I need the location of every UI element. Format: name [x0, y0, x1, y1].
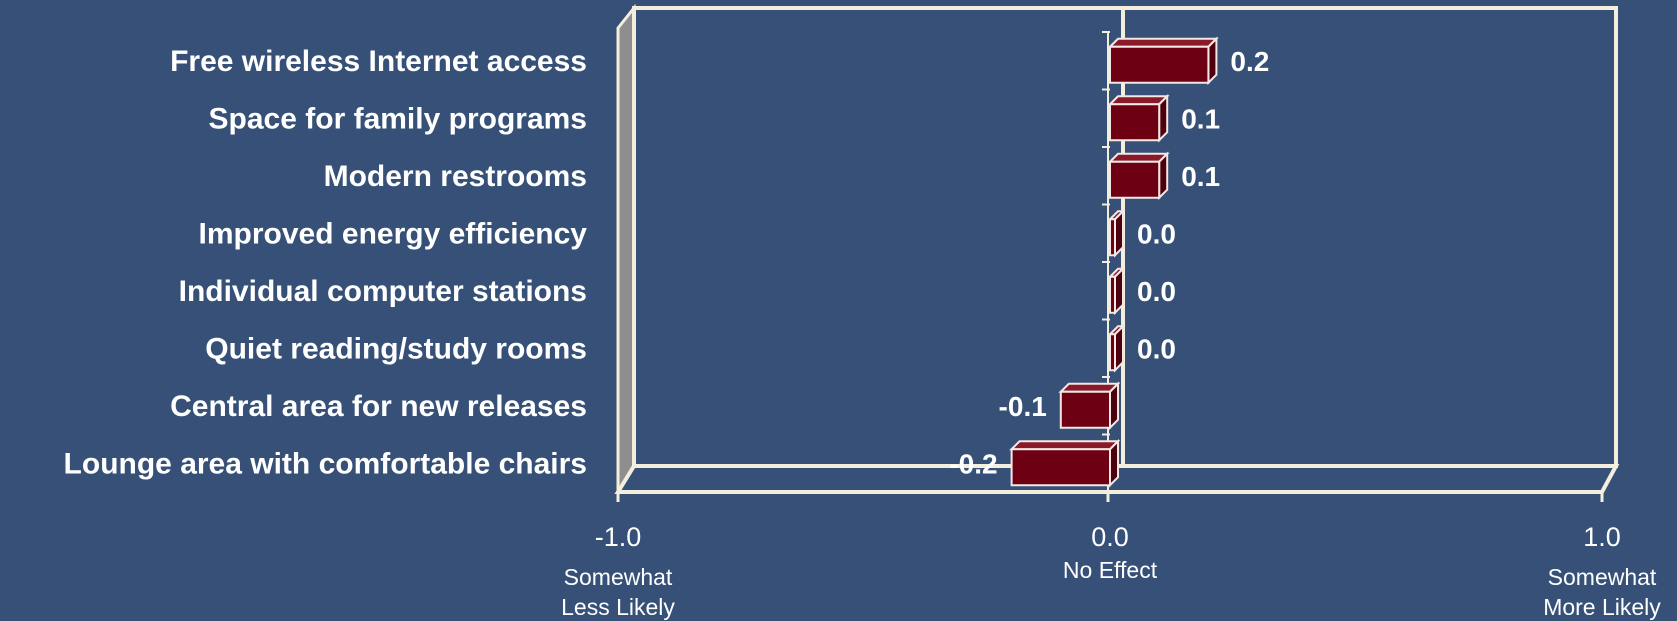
value-label-space-for-family-programs: 0.1 [1181, 103, 1220, 134]
bar-side-face [1114, 208, 1124, 258]
bar-lounge-area-with-comfortable-chairs [1009, 438, 1121, 488]
bar-modern-restrooms [1107, 151, 1170, 201]
value-labels: 0.20.10.10.00.00.0-0.1-0.2 [949, 46, 1269, 480]
value-label-central-area-for-new-releases: -0.1 [999, 391, 1047, 422]
category-label-free-wireless-internet-access: Free wireless Internet access [170, 45, 587, 78]
bar-front-face [1109, 45, 1210, 84]
x-tick-label-center: 0.0 [1091, 522, 1129, 552]
bar-side-face [1109, 438, 1119, 488]
bar-free-wireless-internet-access [1107, 36, 1219, 86]
value-label-modern-restrooms: 0.1 [1181, 161, 1220, 192]
bar-side-face [1114, 323, 1124, 373]
category-label-individual-computer-stations: Individual computer stations [179, 275, 587, 308]
bar-front-face [1109, 333, 1116, 372]
value-label-lounge-area-with-comfortable-chairs: -0.2 [949, 448, 997, 479]
value-label-improved-energy-efficiency: 0.0 [1137, 218, 1176, 249]
x-tick-label-right: 1.0 [1583, 522, 1621, 552]
value-label-quiet-reading-study-rooms: 0.0 [1137, 333, 1176, 364]
x-axis-labels: -1.0 Somewhat Less Likely 0.0 No Effect 1.0 So… [561, 522, 1661, 620]
bar-individual-computer-stations [1107, 266, 1126, 316]
bar-side-face [1158, 93, 1169, 143]
category-label-modern-restrooms: Modern restrooms [324, 160, 587, 193]
bar-front-face [1109, 160, 1161, 199]
bar-front-face [1109, 103, 1161, 142]
bar-side-face [1207, 36, 1218, 86]
x-tick-label-left: -1.0 [595, 522, 642, 552]
category-label-space-for-family-programs: Space for family programs [209, 102, 587, 135]
category-label-lounge-area-with-comfortable-chairs: Lounge area with comfortable chairs [64, 447, 587, 480]
value-label-individual-computer-stations: 0.0 [1137, 276, 1176, 307]
bar-front-face [1010, 448, 1111, 487]
bars [1009, 36, 1219, 488]
x-tick-description-right: Somewhat [1548, 564, 1657, 590]
left-wall [616, 3, 636, 498]
floor [614, 464, 1620, 494]
x-tick-description-right: More Likely [1543, 594, 1661, 620]
bar-top-face [1107, 37, 1219, 48]
x-tick-description-left: Somewhat [564, 564, 673, 590]
bar-top-face [1107, 152, 1170, 163]
category-labels: Free wireless Internet access Space for f… [64, 45, 588, 481]
x-tick-description-left: Less Likely [561, 594, 675, 620]
bar-side-face [1109, 381, 1119, 431]
bar-side-face [1114, 266, 1124, 316]
bar-improved-energy-efficiency [1107, 208, 1126, 258]
bar-central-area-for-new-releases [1058, 381, 1121, 431]
bar-quiet-reading-study-rooms [1107, 323, 1126, 373]
bar-front-face [1109, 218, 1116, 257]
bar-top-face [1009, 440, 1121, 451]
bar-top-face [1107, 95, 1170, 106]
value-label-free-wireless-internet-access: 0.2 [1230, 46, 1269, 77]
bar-top-face [1058, 382, 1121, 393]
category-label-quiet-reading-study-rooms: Quiet reading/study rooms [205, 332, 587, 365]
bar-front-face [1059, 390, 1112, 429]
bar-space-for-family-programs [1107, 93, 1170, 143]
x-tick-description-center: No Effect [1063, 557, 1158, 583]
category-label-central-area-for-new-releases: Central area for new releases [170, 390, 587, 423]
category-tick-marks [1102, 31, 1110, 436]
category-label-improved-energy-efficiency: Improved energy efficiency [199, 217, 588, 250]
bar-front-face [1109, 275, 1116, 314]
bar-side-face [1158, 151, 1169, 201]
